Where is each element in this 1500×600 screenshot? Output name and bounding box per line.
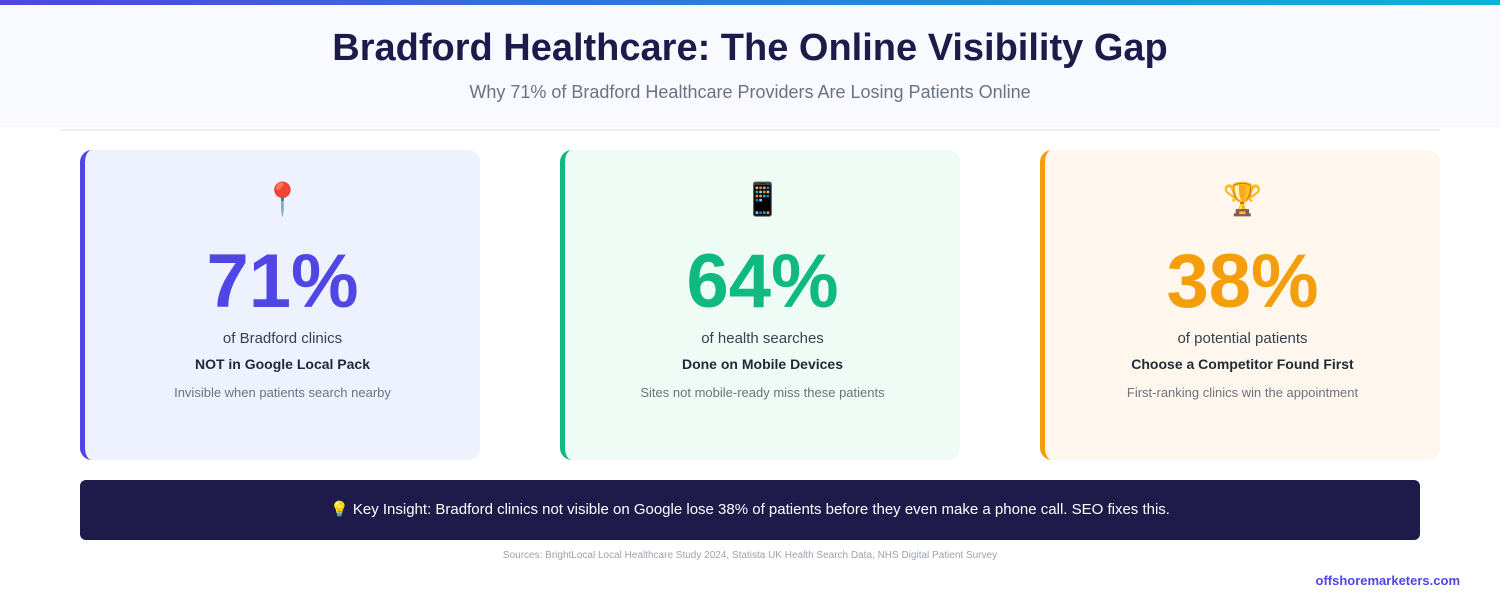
stat-highlight: Choose a Competitor Found First [1131, 356, 1354, 372]
stat-highlight: Done on Mobile Devices [681, 356, 844, 372]
stat-note: Invisible when patients search nearby [174, 385, 391, 400]
header: Bradford Healthcare: The Online Visibili… [0, 5, 1500, 127]
stat-label: of health searches [701, 330, 824, 347]
stat-value: 38% [1166, 239, 1319, 324]
key-insight-banner: 💡 Key Insight: Bradford clinics not visi… [80, 480, 1420, 540]
stat-label: of Bradford clinics [222, 330, 343, 347]
stat-card-local-pack: 📍 71% of Bradford clinics NOT in Google … [80, 150, 480, 460]
page-title: Bradford Healthcare: The Online Visibili… [332, 27, 1168, 69]
stat-card-mobile: 📱 64% of health searches Done on Mobile … [560, 150, 960, 460]
stat-value: 64% [686, 239, 839, 324]
page-subtitle: Why 71% of Bradford Healthcare Providers… [469, 82, 1031, 102]
stat-label: of potential patients [1177, 330, 1308, 347]
top-accent-bar [0, 0, 1500, 5]
light-bulb-icon: 💡 [330, 501, 349, 518]
stat-note: First-ranking clinics win the appointmen… [1126, 385, 1359, 400]
trophy-icon: 🏆 [1222, 181, 1263, 217]
stat-note: Sites not mobile-ready miss these patien… [640, 385, 885, 400]
divider [60, 129, 1440, 131]
stat-card-competitor: 🏆 38% of potential patients Choose a Com… [1040, 150, 1440, 460]
stat-highlight: NOT in Google Local Pack [194, 356, 371, 372]
sources-note: Sources: BrightLocal Local Healthcare St… [502, 550, 998, 561]
round-pushpin-icon: 📍 [262, 181, 303, 217]
footer-link[interactable]: offshoremarketers.com [1315, 573, 1461, 588]
insight-text: Key Insight: Bradford clinics not visibl… [352, 501, 1170, 518]
mobile-phone-icon: 📱 [742, 181, 783, 217]
stat-value: 71% [206, 239, 359, 324]
